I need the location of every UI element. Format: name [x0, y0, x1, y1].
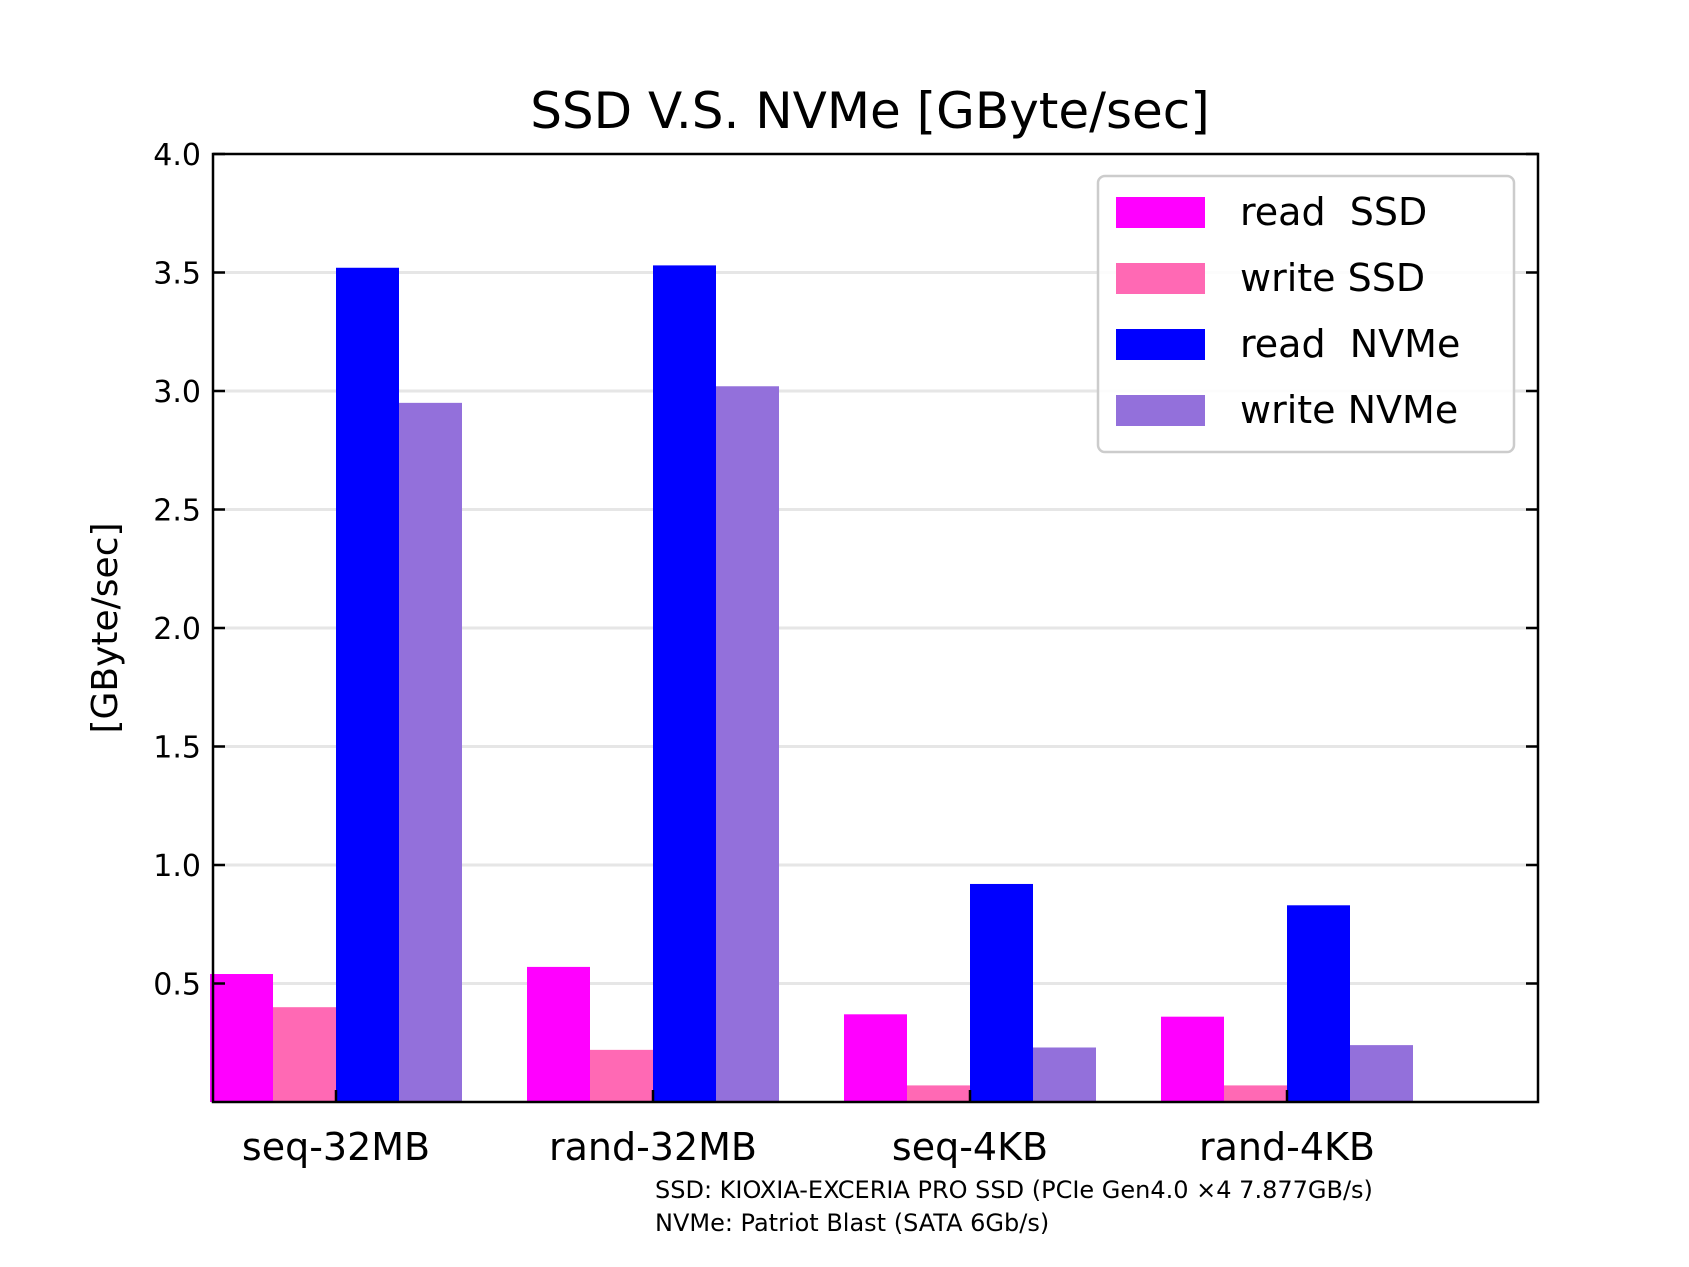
bar	[907, 1085, 970, 1102]
bar	[1350, 1045, 1413, 1102]
bar	[1161, 1016, 1224, 1102]
x-axis: seq-32MB rand-32MB seq-4KB rand-4KB	[242, 1090, 1375, 1169]
y-tick-label: 0.5	[153, 968, 201, 1003]
bar	[273, 1007, 336, 1102]
y-tick-label: 2.5	[153, 494, 201, 529]
annotations: SSD: KIOXIA-EXCERIA PRO SSD (PCIe Gen4.0…	[655, 1176, 1373, 1237]
x-tick-label: rand-32MB	[549, 1125, 757, 1169]
x-tick-label: seq-32MB	[242, 1125, 430, 1169]
legend-label: read SSD	[1240, 190, 1427, 234]
y-axis-label: [GByte/sec]	[85, 522, 126, 733]
x-tick-label: seq-4KB	[892, 1125, 1048, 1169]
chart-title: SSD V.S. NVMe [GByte/sec]	[530, 82, 1210, 140]
legend-label: read NVMe	[1240, 322, 1460, 366]
y-axis: 0.5 1.0 1.5 2.0 2.5 3.0 3.5 4.0	[153, 138, 1538, 1003]
bar	[336, 267, 399, 1102]
annotation: NVMe: Patriot Blast (SATA 6Gb/s)	[655, 1209, 1049, 1237]
bar	[590, 1049, 653, 1102]
bar	[716, 386, 779, 1102]
y-tick-label: 1.5	[153, 731, 201, 766]
legend-swatch	[1116, 197, 1205, 228]
bar	[844, 1014, 907, 1102]
legend: read SSD write SSD read NVMe write NVMe	[1096, 174, 1516, 454]
y-tick-label: 2.0	[153, 612, 201, 647]
y-tick-label: 3.5	[153, 257, 201, 292]
y-tick-label: 1.0	[153, 849, 201, 884]
y-tick-label: 4.0	[153, 138, 201, 173]
bars	[210, 265, 1413, 1103]
legend-box	[1096, 174, 1516, 454]
bar	[527, 966, 590, 1102]
bar	[653, 265, 716, 1102]
x-tick-label: rand-4KB	[1199, 1125, 1375, 1169]
bar	[1287, 905, 1350, 1102]
bar	[1033, 1047, 1096, 1102]
legend-swatch	[1116, 263, 1205, 294]
legend-swatch	[1116, 395, 1205, 426]
bar	[399, 402, 462, 1103]
y-tick-label: 3.0	[153, 375, 201, 410]
legend-label: write SSD	[1240, 256, 1425, 300]
bar	[970, 883, 1033, 1102]
legend-label: write NVMe	[1240, 388, 1458, 432]
bar	[210, 974, 273, 1102]
legend-swatch	[1116, 329, 1205, 360]
bar	[1224, 1085, 1287, 1102]
annotation: SSD: KIOXIA-EXCERIA PRO SSD (PCIe Gen4.0…	[655, 1176, 1373, 1204]
